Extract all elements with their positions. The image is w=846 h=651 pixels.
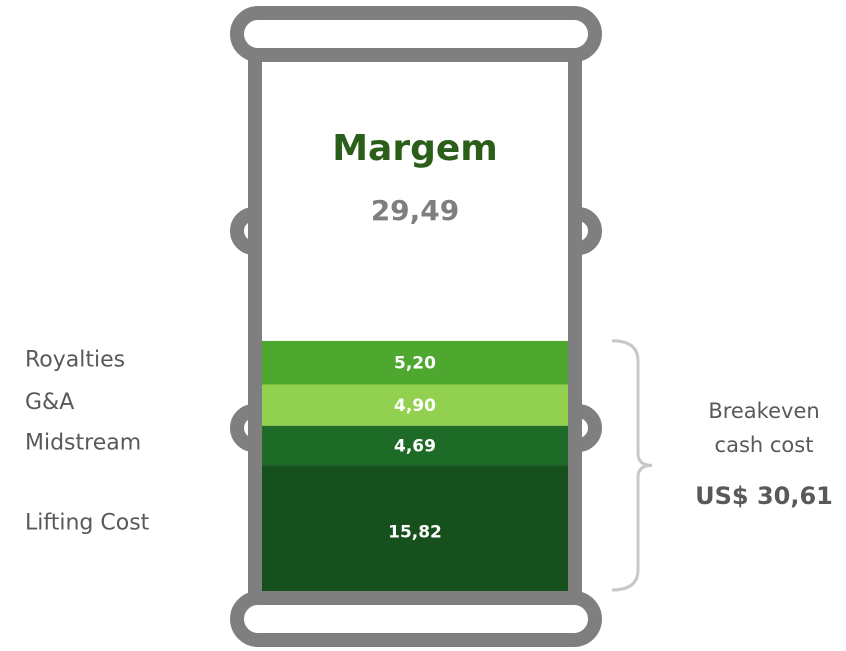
annotation-value: US$ 30,61: [695, 482, 833, 510]
bar-segment: [262, 425, 568, 466]
value-label: 4,69: [394, 436, 436, 456]
legend-label: Lifting Cost: [25, 511, 150, 536]
segment-title: Margem: [332, 128, 498, 169]
bar-segment: [262, 384, 568, 426]
barrel-rim: [230, 591, 602, 647]
annotation-text: cash cost: [715, 433, 814, 457]
value-label: 4,90: [394, 396, 436, 416]
barrel-rim: [230, 6, 602, 62]
barrel-rims: [230, 6, 602, 647]
legend-label: G&A: [25, 390, 74, 415]
value-label: 15,82: [388, 523, 442, 543]
value-label: 5,20: [394, 354, 436, 374]
value-label: 29,49: [371, 194, 460, 227]
bracket: [611, 339, 653, 592]
bar-segment: [262, 465, 568, 598]
bar-segment: [262, 93, 568, 341]
annotation-text: Breakeven: [708, 399, 819, 423]
legend-label: Midstream: [25, 430, 141, 455]
legend-label: Royalties: [25, 348, 125, 373]
bar-segment: [262, 340, 568, 385]
